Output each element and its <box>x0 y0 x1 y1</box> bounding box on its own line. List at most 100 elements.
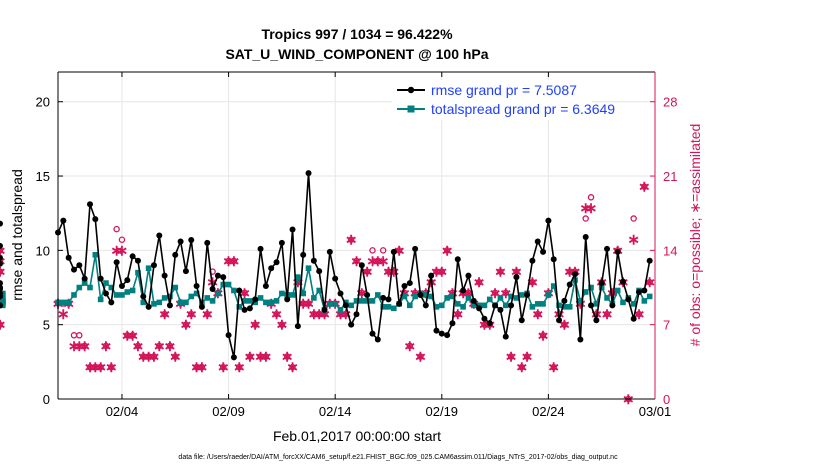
obs-possible-point <box>150 353 158 360</box>
obs-possible-point <box>603 310 611 318</box>
axes: 02/04 02/09 02/14 02/19 02/24 03/010510152007… <box>36 71 677 419</box>
totalspread-point <box>444 295 450 301</box>
obs-possible-point <box>129 332 136 339</box>
obs-possible-point <box>406 342 414 350</box>
totalspread-point <box>257 295 264 301</box>
rmse-point <box>582 233 589 240</box>
obs-possible-point <box>182 321 190 328</box>
totalspread-point <box>161 295 168 301</box>
rmse-point <box>454 256 461 263</box>
rmse-point <box>380 294 387 301</box>
rmse-point <box>588 302 595 309</box>
rmse-point <box>278 239 285 246</box>
obs-possible-point <box>363 268 371 275</box>
totalspread-point <box>188 293 195 300</box>
totalspread-point <box>327 301 333 307</box>
obs-possible-point <box>0 321 4 328</box>
rmse-point <box>508 302 515 309</box>
rmse-point <box>97 275 104 282</box>
obs-assimilated-point: ∗ <box>217 359 230 376</box>
rmse-point <box>156 232 163 239</box>
totalspread-point <box>481 302 488 309</box>
obs-assimilated-point: ∗ <box>260 349 273 366</box>
obs-assimilated-point: ∗ <box>515 359 528 376</box>
totalspread-point <box>76 284 83 291</box>
rmse-point <box>204 239 211 246</box>
obs-assimilated-point: ∗ <box>531 306 544 323</box>
totalspread-point <box>513 295 520 301</box>
rmse-point <box>0 293 3 300</box>
rmse-point <box>593 317 600 324</box>
totalspread-point <box>204 295 211 301</box>
obs-possible-point <box>278 321 286 328</box>
totalspread-point <box>534 301 541 307</box>
totalspread-point <box>518 292 525 298</box>
obs-possible-point <box>113 225 120 233</box>
obs-possible-point <box>81 342 88 350</box>
totalspread-point <box>556 302 562 309</box>
totalspread-point <box>561 304 568 310</box>
totalspread-point <box>119 292 125 298</box>
obs-assimilated-point: ∗ <box>57 306 70 323</box>
obs-assimilated-point: ∗ <box>473 274 486 291</box>
totalspread-point <box>529 304 536 310</box>
totalspread-point <box>103 280 109 286</box>
obs-assimilated-point: ∗ <box>0 242 6 259</box>
totalspread-point <box>289 292 296 298</box>
totalspread-point <box>177 299 184 306</box>
obs-assimilated-point: ∗ <box>228 253 241 270</box>
obs-assimilated-point: ∗ <box>563 264 576 281</box>
obs-possible-point <box>507 353 515 360</box>
obs-possible-point <box>0 247 4 254</box>
rmse-point <box>0 254 3 261</box>
totalspread-point <box>71 292 77 298</box>
obs-assimilated-point: ∗ <box>249 317 262 334</box>
obs-possible-point <box>534 310 541 318</box>
rmse-point <box>470 297 477 304</box>
obs-possible-point <box>475 278 483 286</box>
rmse-point <box>289 226 296 233</box>
rmse-point <box>129 253 136 260</box>
rmse-point <box>140 293 147 300</box>
rmse-point <box>188 236 195 243</box>
totalspread-point <box>145 265 152 271</box>
obs-assimilated-point: ∗ <box>244 349 257 366</box>
rmse-point <box>529 257 536 264</box>
x-axis-label: Feb.01,2017 00:00:00 start <box>273 428 441 444</box>
totalspread-point <box>593 301 600 307</box>
obs-possible-point <box>188 310 195 318</box>
totalspread-point <box>412 293 418 300</box>
totalspread-point <box>486 296 493 303</box>
rmse-point <box>161 272 168 279</box>
x-tick-label: 02/24 <box>532 404 565 419</box>
totalspread-series <box>0 252 653 313</box>
totalspread-point <box>641 298 648 304</box>
rmse-point <box>566 281 573 288</box>
totalspread-point <box>279 290 285 297</box>
rmse-point <box>369 330 376 337</box>
rmse-point <box>0 260 3 267</box>
totalspread-point <box>433 304 440 310</box>
rmse-point <box>625 296 632 303</box>
totalspread-point <box>241 298 248 304</box>
x-tick-label: 02/19 <box>426 404 459 419</box>
legend-rmse-label: rmse grand pr = 7.5087 <box>431 82 577 98</box>
rmse-point <box>486 320 493 327</box>
totalspread-point <box>460 304 466 310</box>
totalspread-point <box>332 301 338 307</box>
obs-assimilated-point: ∗ <box>494 264 507 281</box>
rmse-point <box>406 280 413 287</box>
totalspread-point <box>438 302 445 309</box>
obs-assimilated-point: ∗ <box>441 242 454 259</box>
obs-possible-point <box>0 268 4 275</box>
rmse-point <box>284 296 291 303</box>
rmse-point <box>492 302 499 309</box>
rmse-point <box>70 266 77 273</box>
y-tick-label: 0 <box>43 392 50 407</box>
totalspread-point <box>108 284 115 291</box>
obs-possible-point <box>395 247 403 254</box>
obs-assimilated-point: ∗ <box>84 359 97 376</box>
totalspread-point <box>391 305 397 312</box>
totalspread-point <box>60 299 67 306</box>
totalspread-point <box>124 289 131 295</box>
